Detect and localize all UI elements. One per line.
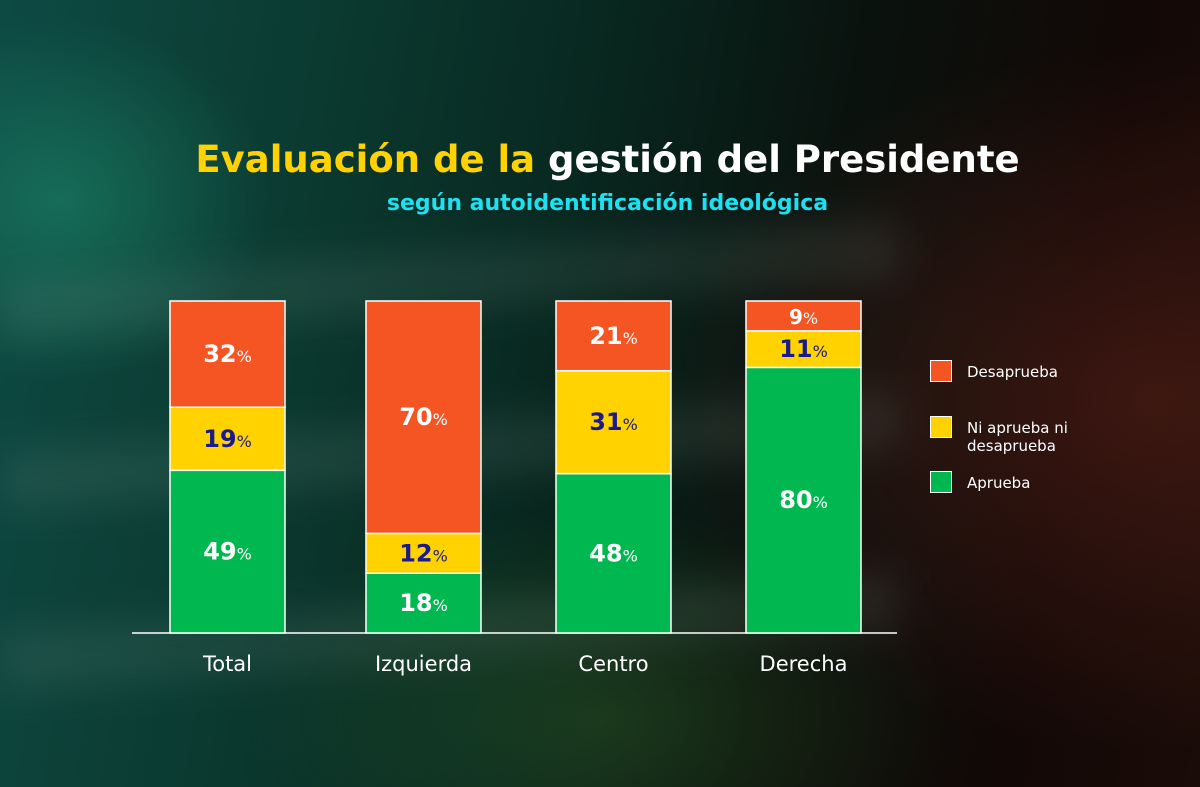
bar-segment (365, 532, 482, 574)
title-rest: gestión del Presidente (548, 138, 1020, 181)
data-label: 9% (789, 305, 818, 329)
data-label: 32% (203, 340, 252, 368)
legend-swatch (930, 416, 952, 438)
bar-segment (555, 300, 672, 372)
legend-label: Ni aprueba ni desaprueba (967, 419, 1068, 455)
data-label: 12% (399, 539, 448, 567)
data-label: 11% (779, 335, 828, 363)
category-label: Centro (578, 652, 648, 676)
chart-subtitle: según autoidentificación ideológica (386, 191, 829, 216)
data-label: 19% (203, 425, 252, 453)
category-label: Izquierda (375, 652, 472, 676)
data-label: 49% (203, 538, 252, 566)
bar-segment (555, 472, 672, 634)
legend-label: Desaprueba (967, 363, 1058, 381)
data-label: 80% (779, 486, 828, 514)
legend-swatch (930, 471, 952, 493)
data-label: 48% (589, 539, 638, 567)
bar-segment (169, 300, 286, 408)
category-label: Derecha (760, 652, 848, 676)
data-label: 21% (589, 322, 638, 350)
chart-title: Evaluación de la gestión del Presidente (0, 138, 1200, 181)
bar-segment (365, 300, 482, 535)
title-highlight: Evaluación de la (195, 138, 536, 181)
data-label: 18% (399, 589, 448, 617)
legend-label: Aprueba (967, 474, 1031, 492)
bar-segment (745, 330, 862, 369)
legend-swatch (930, 360, 952, 382)
data-label: 31% (589, 408, 638, 436)
bar-segment (745, 300, 862, 332)
category-label: Total (202, 652, 252, 676)
data-label: 70% (399, 403, 448, 431)
